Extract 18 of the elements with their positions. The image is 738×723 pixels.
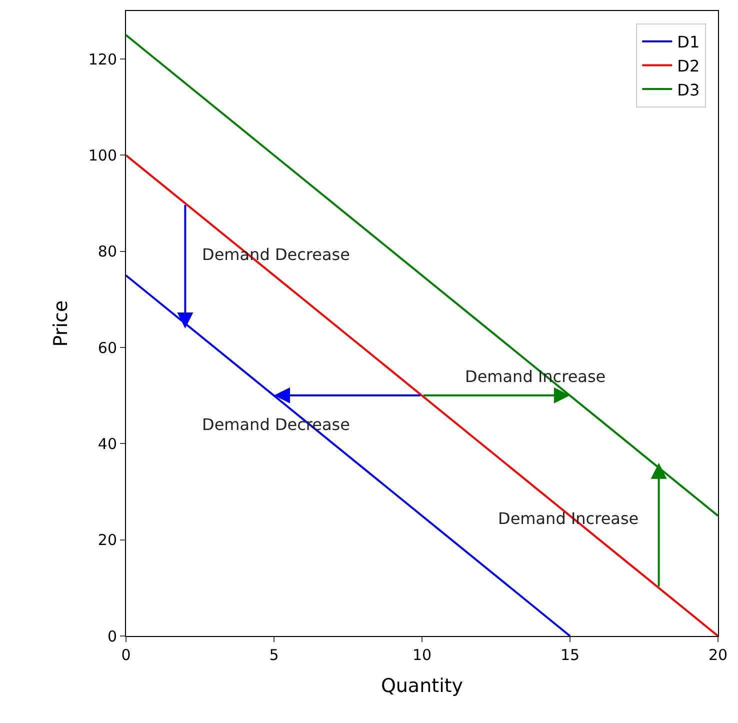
y-tick-label: 80 (98, 242, 117, 261)
y-tick-label: 40 (98, 434, 117, 453)
x-axis-title: Quantity (380, 674, 464, 697)
x-tick-label: 10 (412, 646, 432, 664)
x-tick-label: 0 (121, 646, 131, 664)
y-tick-label: 0 (107, 627, 117, 646)
legend-label: D2 (677, 56, 700, 76)
y-axis-title: Price (50, 300, 72, 347)
x-tick-label: 20 (708, 646, 728, 664)
legend-label: D1 (677, 32, 700, 52)
x-tick-label: 15 (560, 646, 580, 664)
y-tick-label: 20 (98, 531, 117, 550)
annotation: Demand Increase (498, 509, 639, 528)
x-tick-label: 5 (269, 646, 279, 664)
legend-label: D3 (677, 80, 700, 100)
y-tick-label: 120 (88, 50, 117, 68)
y-tick-label: 60 (98, 338, 117, 357)
y-tick-label: 100 (88, 146, 117, 164)
